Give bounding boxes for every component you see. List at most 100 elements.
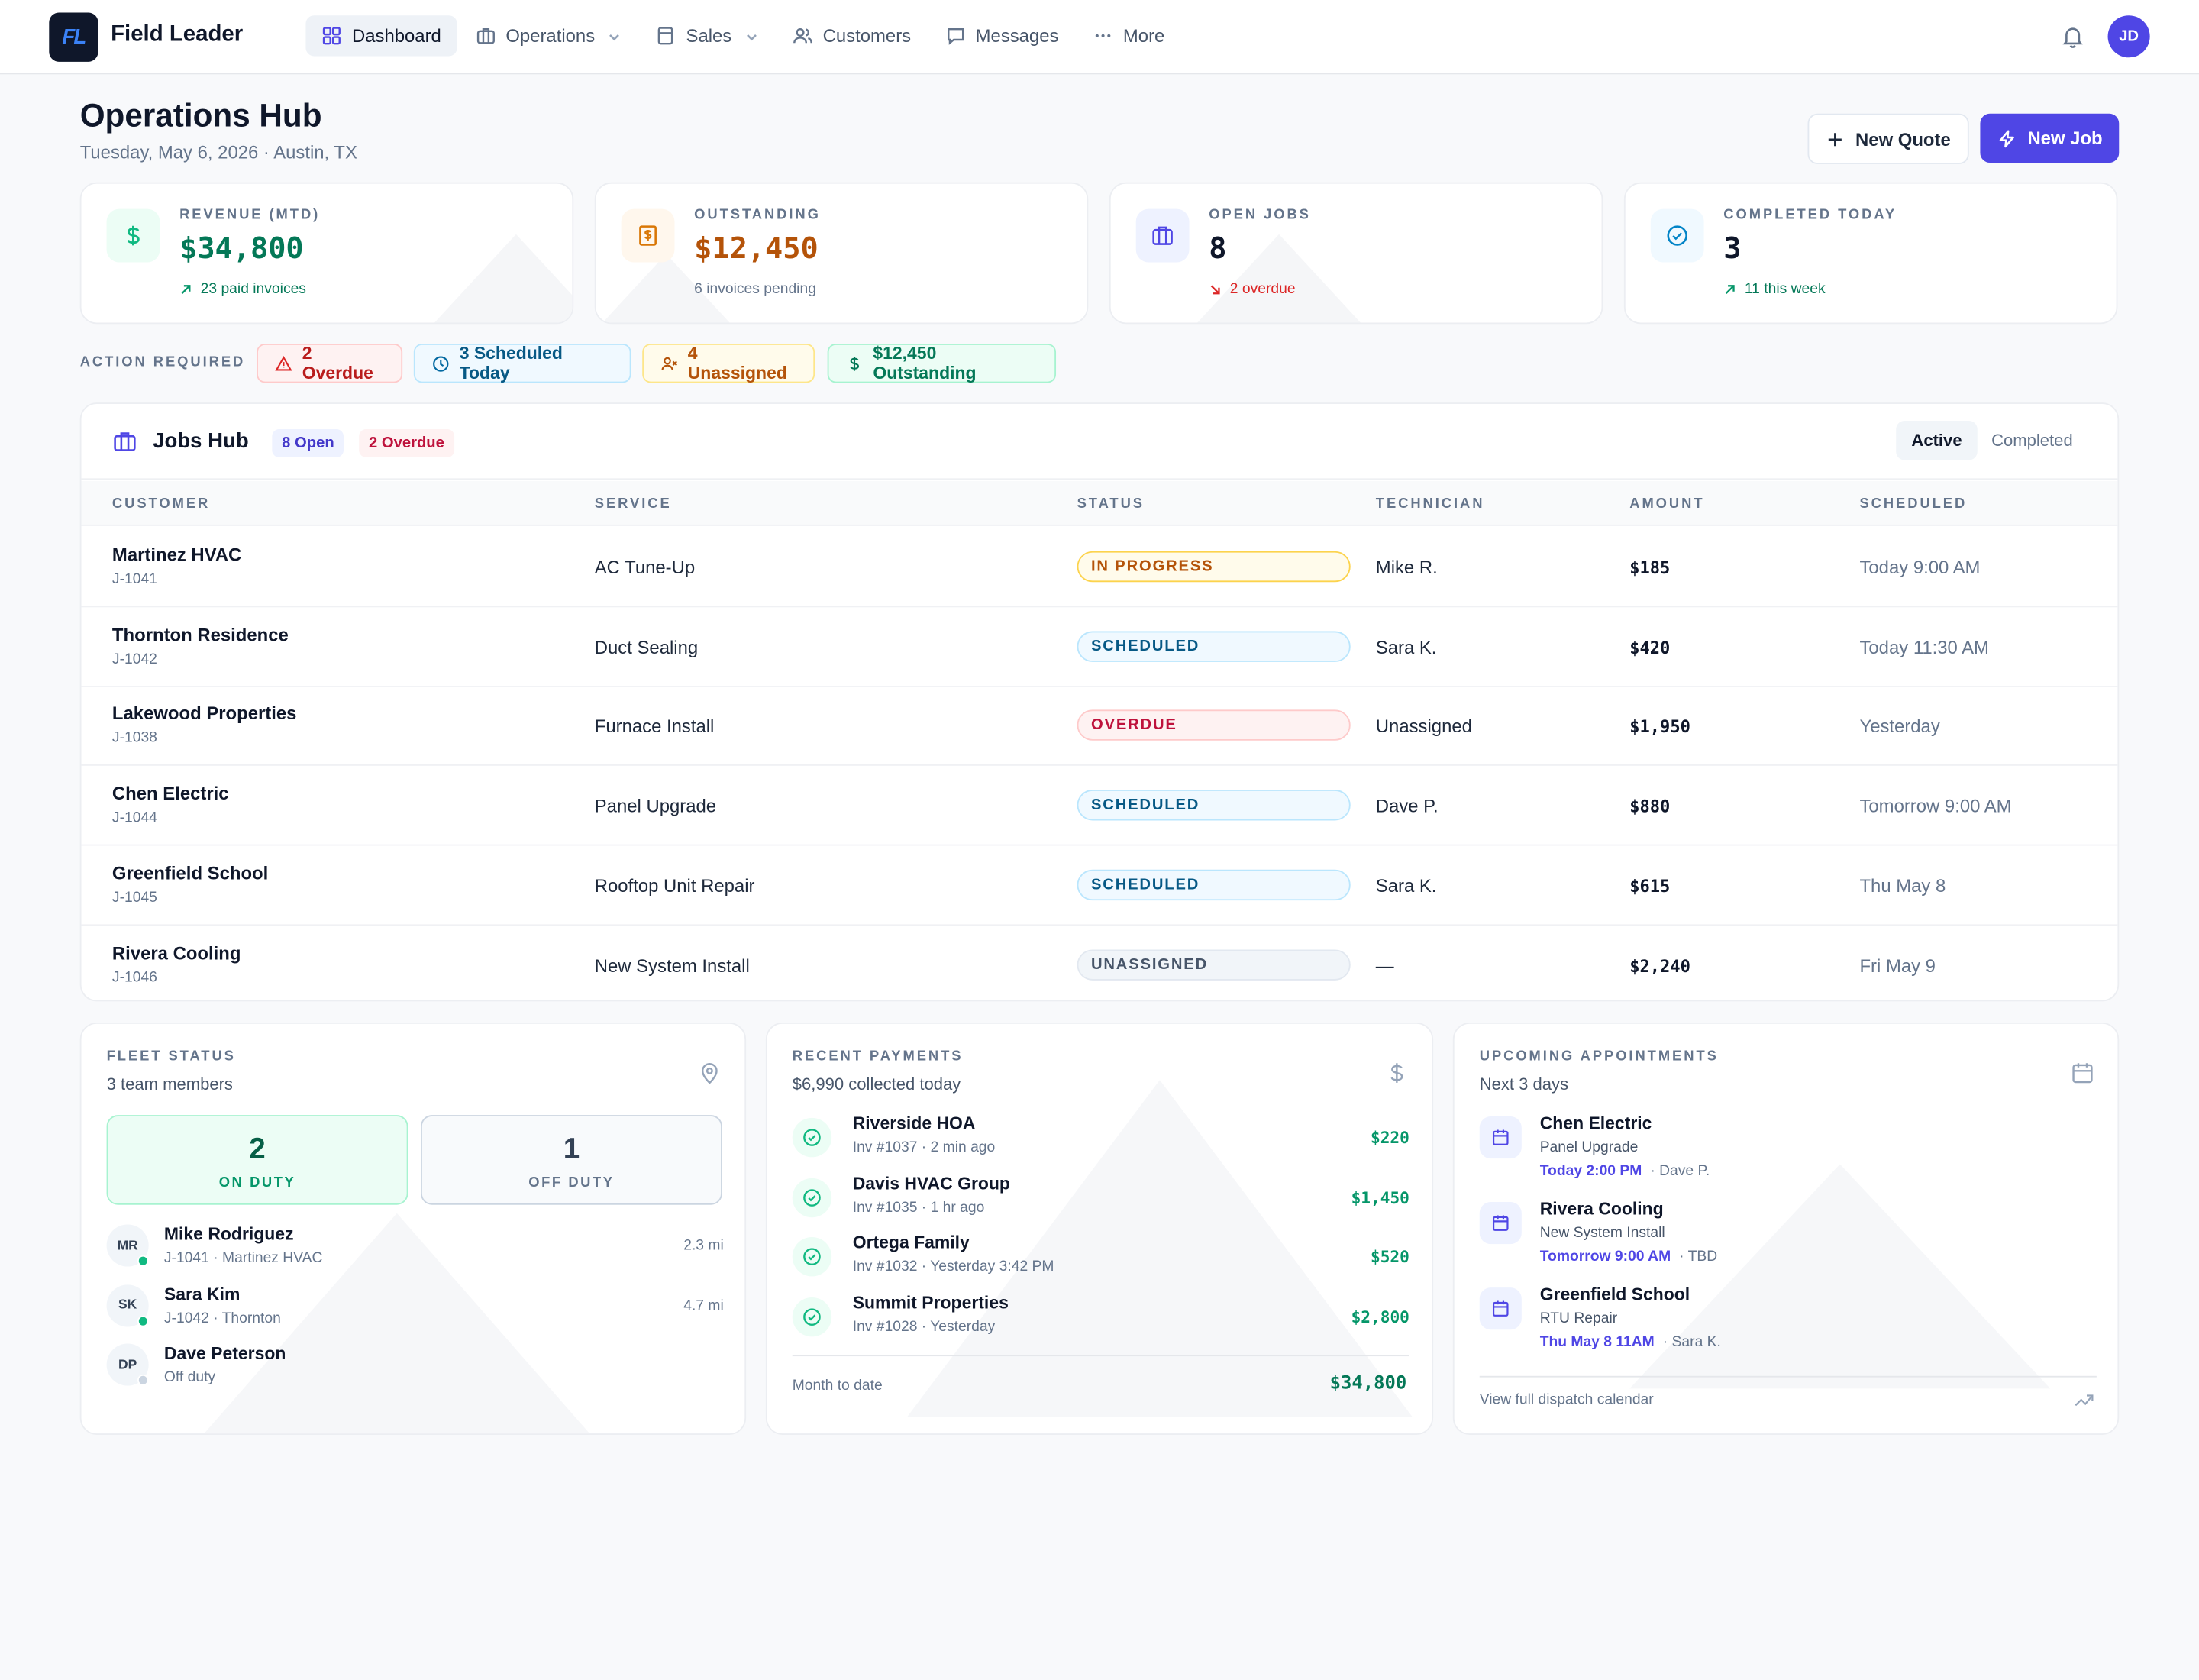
divider <box>792 1355 1409 1357</box>
nav-label: More <box>1122 25 1165 47</box>
calendar-icon[interactable] <box>2070 1061 2095 1086</box>
kpi-open-jobs[interactable]: OPEN JOBS 8 2 overdue <box>1109 182 1603 325</box>
off-duty-tile[interactable]: 1 OFF DUTY <box>421 1115 722 1205</box>
tab-completed[interactable]: Completed <box>1991 430 2073 451</box>
list-item[interactable]: Davis HVAC Group Inv #1035 · 1 hr ago $1,4… <box>792 1173 1409 1226</box>
app-logo[interactable]: FL <box>49 12 98 62</box>
check-circle-icon <box>792 1236 832 1277</box>
presence-dot <box>137 1314 149 1326</box>
nav-operations[interactable]: Operations <box>460 15 638 56</box>
user-avatar[interactable]: JD <box>2107 15 2150 58</box>
decorative-shape <box>431 234 573 323</box>
calendar-icon <box>1479 1116 1522 1159</box>
check-circle-icon <box>792 1177 832 1217</box>
nav-dashboard[interactable]: Dashboard <box>305 15 457 57</box>
presence-dot <box>137 1255 149 1267</box>
check-circle-icon <box>1667 225 1687 246</box>
check-circle-icon <box>792 1297 832 1336</box>
decorative-shape <box>200 1213 593 1434</box>
appointment-time: Today 2:00 PM · Dave P. <box>1540 1163 1710 1180</box>
row-customer[interactable]: Thornton Residence <box>111 623 289 645</box>
card-title: RECENT PAYMENTS <box>792 1048 964 1065</box>
row-service: New System Install <box>594 954 750 976</box>
chip-unassigned[interactable]: 4 Unassigned <box>642 343 815 383</box>
row-scheduled: Today 9:00 AM <box>1859 557 1981 578</box>
overdue-count-badge: 2 Overdue <box>359 429 454 457</box>
notifications-bell-icon[interactable] <box>2060 24 2085 49</box>
top-nav: FL Field Leader Dashboard Operations Sal… <box>0 0 2199 75</box>
kpi-sub: 23 paid invoices <box>179 280 306 297</box>
nav-more[interactable]: More <box>1077 15 1180 56</box>
on-duty-label: ON DUTY <box>218 1175 296 1191</box>
list-item[interactable]: Summit Properties Inv #1028 · Yesterday $2… <box>792 1293 1409 1346</box>
payment-name: Riverside HOA <box>852 1113 976 1134</box>
kpi-revenue[interactable]: REVENUE (MTD) $34,800 23 paid invoices <box>79 182 574 325</box>
row-customer[interactable]: Greenfield School <box>111 862 269 884</box>
table-row[interactable]: Thornton Residence J-1042 Duct Sealing SCHE… <box>81 607 2118 687</box>
list-item[interactable]: SK Sara Kim J-1042 · Thornton 4.7 mi <box>106 1284 724 1334</box>
list-item[interactable]: Riverside HOA Inv #1037 · 2 min ago $220 <box>792 1113 1409 1167</box>
list-item[interactable]: MR Mike Rodriguez J-1041 · Martinez HVAC 2.… <box>106 1224 724 1275</box>
new-quote-button[interactable]: New Quote <box>1807 113 1969 164</box>
row-amount: $185 <box>1629 558 1671 578</box>
kpi-icon-box <box>1650 208 1704 263</box>
nav-customers[interactable]: Customers <box>777 15 926 56</box>
presence-dot <box>137 1374 149 1386</box>
kpi-outstanding[interactable]: OUTSTANDING $12,450 6 invoices pending <box>594 182 1089 325</box>
chip-overdue[interactable]: 2 Overdue <box>257 343 403 383</box>
new-job-button[interactable]: New Job <box>1980 113 2120 163</box>
col-scheduled[interactable]: SCHEDULED <box>1859 496 1968 512</box>
row-amount: $615 <box>1629 876 1671 897</box>
row-customer[interactable]: Rivera Cooling <box>111 942 241 963</box>
kpi-completed-today[interactable]: COMPLETED TODAY 3 11 this week <box>1623 182 2118 325</box>
alert-triangle-icon <box>275 355 292 370</box>
appointment-tech: · TBD <box>1679 1248 1718 1265</box>
calendar-icon <box>1479 1287 1522 1330</box>
col-amount[interactable]: AMOUNT <box>1629 496 1705 512</box>
user-x-icon <box>661 356 677 370</box>
appointment-time-text: Today 2:00 PM <box>1539 1162 1642 1180</box>
dollar-icon[interactable] <box>1384 1061 1409 1086</box>
row-customer[interactable]: Martinez HVAC <box>111 544 242 566</box>
check-circle-icon <box>792 1117 832 1158</box>
decorative-shape <box>1194 234 1364 323</box>
list-item[interactable]: Ortega Family Inv #1032 · Yesterday 3:42 … <box>792 1233 1409 1286</box>
nav-label: Sales <box>686 25 732 47</box>
table-row[interactable]: Martinez HVAC J-1041 AC Tune-Up IN PROGRESS… <box>81 528 2118 608</box>
mtd-label: Month to date <box>792 1377 883 1394</box>
row-customer[interactable]: Chen Electric <box>111 783 229 804</box>
payment-name: Ortega Family <box>852 1233 970 1253</box>
view-dispatch-calendar-link[interactable]: View full dispatch calendar <box>1479 1391 1654 1409</box>
col-status[interactable]: STATUS <box>1077 496 1145 512</box>
nav-sales[interactable]: Sales <box>640 15 773 56</box>
col-customer[interactable]: CUSTOMER <box>111 496 211 512</box>
list-item[interactable]: DP Dave Peterson Off duty <box>106 1343 724 1394</box>
chip-outstanding[interactable]: $12,450 Outstanding <box>827 343 1057 383</box>
new-job-label: New Job <box>2027 128 2103 149</box>
member-name: Mike Rodriguez <box>163 1224 294 1245</box>
table-row[interactable]: Chen Electric J-1044 Panel Upgrade SCHEDULE… <box>81 766 2118 846</box>
list-item[interactable]: Rivera Cooling New System Install Tomorrow… <box>1479 1199 2097 1278</box>
divider <box>1479 1375 2097 1378</box>
col-service[interactable]: SERVICE <box>594 496 672 512</box>
action-required-label: ACTION REQUIRED <box>79 354 246 370</box>
appointment-time: Tomorrow 9:00 AM · TBD <box>1540 1249 1717 1265</box>
table-row[interactable]: Lakewood Properties J-1038 Furnace Install… <box>81 687 2118 767</box>
list-item[interactable]: Greenfield School RTU Repair Thu May 8 11A… <box>1479 1284 2097 1363</box>
kpi-icon-box <box>106 208 160 263</box>
brand-name: Field Leader <box>111 22 244 47</box>
chip-scheduled-today[interactable]: 3 Scheduled Today <box>413 343 631 383</box>
decorative-shape <box>907 1080 1413 1417</box>
chevron-down-icon <box>746 34 757 40</box>
list-item[interactable]: Chen Electric Panel Upgrade Today 2:00 PM ·… <box>1479 1113 2097 1192</box>
chip-label: 3 Scheduled Today <box>459 343 563 383</box>
tab-active[interactable]: Active <box>1896 421 1978 460</box>
table-row[interactable]: Rivera Cooling J-1046 New System Install UN… <box>82 925 2118 1000</box>
row-job-id: J-1042 <box>111 650 157 667</box>
col-technician[interactable]: TECHNICIAN <box>1375 496 1485 512</box>
on-duty-tile[interactable]: 2 ON DUTY <box>106 1115 408 1205</box>
nav-messages[interactable]: Messages <box>929 15 1074 56</box>
row-customer[interactable]: Lakewood Properties <box>111 703 297 725</box>
map-pin-icon[interactable] <box>697 1061 722 1086</box>
table-row[interactable]: Greenfield School J-1045 Rooftop Unit Repa… <box>81 845 2118 926</box>
